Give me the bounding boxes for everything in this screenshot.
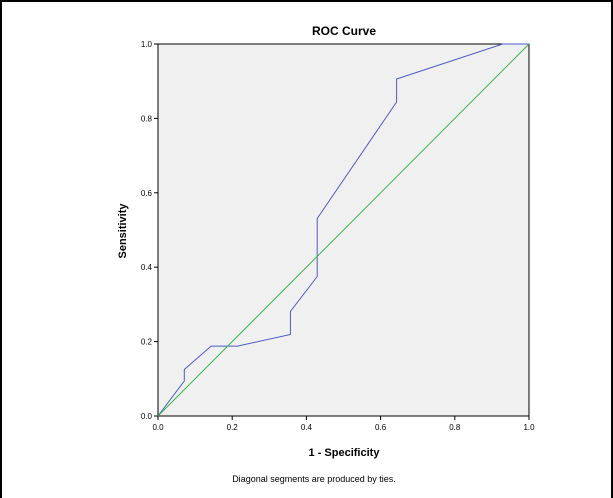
- y-tick-label: 0.8: [141, 114, 153, 123]
- y-tick-label: 0.6: [141, 189, 153, 198]
- y-axis-title: Sensitivity: [117, 203, 129, 259]
- x-tick-label: 0.8: [449, 423, 461, 432]
- x-tick-label: 0.2: [227, 423, 239, 432]
- y-axis: 0.0 0.2 0.4 0.6 0.8 1.0: [141, 40, 158, 421]
- x-tick-label: 0.0: [152, 423, 164, 432]
- y-tick-label: 1.0: [141, 40, 153, 49]
- reference-diagonal-line: [157, 43, 530, 417]
- x-axis: 0.0 0.2 0.4 0.6 0.8 1.0: [152, 416, 535, 432]
- footnote: Diagonal segments are produced by ties.: [232, 474, 396, 484]
- y-tick-label: 0.4: [141, 263, 153, 272]
- x-tick-label: 0.6: [375, 423, 387, 432]
- x-axis-title: 1 - Specificity: [309, 447, 381, 459]
- chart-title: ROC Curve: [312, 24, 376, 38]
- series-layer: [157, 43, 530, 417]
- y-tick-label: 0.0: [141, 412, 153, 421]
- roc-curve-line: [157, 43, 529, 417]
- x-tick-label: 1.0: [523, 423, 535, 432]
- y-tick-label: 0.2: [141, 338, 153, 347]
- x-tick-label: 0.4: [301, 423, 313, 432]
